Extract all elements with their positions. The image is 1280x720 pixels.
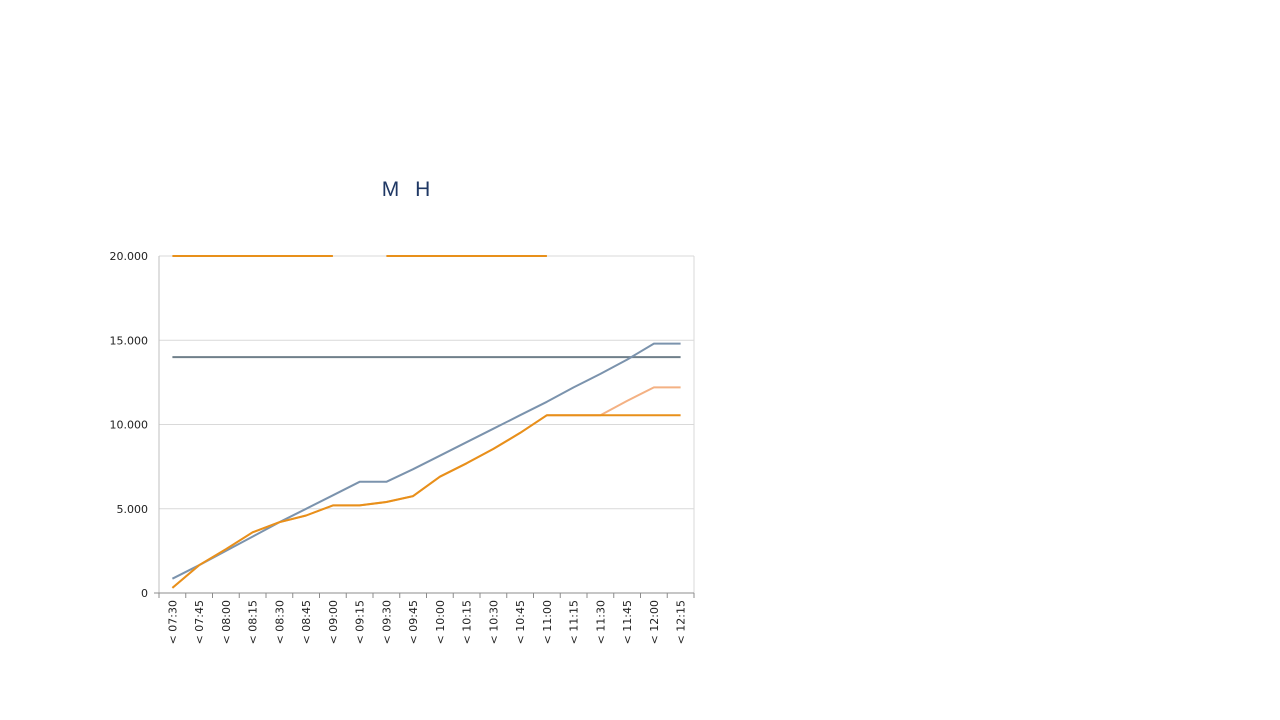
x-tick-label: < 08:00 xyxy=(220,600,233,644)
x-tick-label: < 08:30 xyxy=(273,600,286,644)
x-tick-label: < 09:30 xyxy=(380,600,393,644)
axes xyxy=(154,256,695,598)
y-tick-label: 5.000 xyxy=(117,503,149,516)
x-tick-label: < 09:15 xyxy=(354,600,367,644)
x-tick-label: < 10:00 xyxy=(434,600,447,644)
x-tick-label: < 09:45 xyxy=(407,600,420,644)
x-tick-label: < 08:15 xyxy=(247,600,260,644)
x-tick-label: < 07:45 xyxy=(193,600,206,644)
y-tick-labels: 0 5.000 10.000 15.000 20.000 xyxy=(110,250,149,600)
x-tick-label: < 09:00 xyxy=(327,600,340,644)
x-tick-label: < 10:15 xyxy=(461,600,474,644)
x-tick-label: < 11:30 xyxy=(594,600,607,644)
y-tick-label: 20.000 xyxy=(110,250,149,263)
x-tick-label: < 12:00 xyxy=(648,600,661,644)
series-line-5 xyxy=(171,414,681,589)
y-tick-label: 15.000 xyxy=(110,334,149,347)
x-tick-label: < 10:45 xyxy=(514,600,527,644)
x-tick-label: < 12:15 xyxy=(675,600,688,644)
chart-title: M H xyxy=(381,178,431,201)
x-tick-label: < 07:30 xyxy=(166,600,179,644)
series-lines xyxy=(171,255,681,589)
x-tick-label: < 11:45 xyxy=(621,600,634,644)
x-tick-label: < 11:15 xyxy=(568,600,581,644)
x-tick-label: < 10:30 xyxy=(487,600,500,644)
grid-lines xyxy=(159,255,694,510)
x-tick-label: < 08:45 xyxy=(300,600,313,644)
series-line-3 xyxy=(171,342,681,580)
x-tick-labels: < 07:30 < 07:45 < 08:00 < 08:15 < 08:30 < 08:… xyxy=(166,600,687,644)
y-tick-label: 10.000 xyxy=(110,419,149,432)
x-tick-label: < 11:00 xyxy=(541,600,554,644)
series-line-4 xyxy=(171,386,681,589)
y-tick-label: 0 xyxy=(141,587,148,600)
